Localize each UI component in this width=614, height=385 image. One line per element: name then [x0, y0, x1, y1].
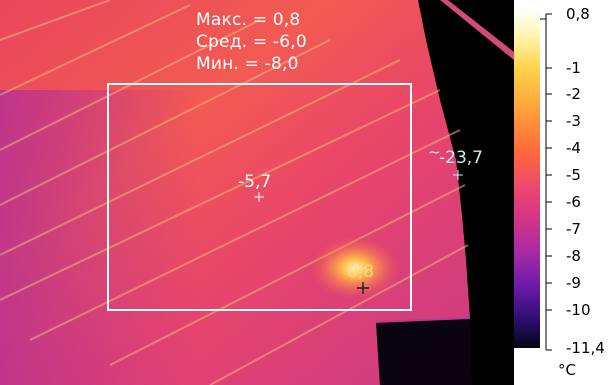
- roi-statistics: Макс. = 0,8 Сред. = -6,0 Мин. = -8,0: [196, 9, 376, 75]
- stat-min: Мин. = -8,0: [196, 54, 299, 74]
- color-scale-bar: [514, 8, 540, 348]
- stat-max: Макс. = 0,8: [196, 10, 301, 30]
- scale-ticks: [540, 13, 552, 351]
- roi-center-crosshair: [254, 192, 264, 202]
- hot-spot-temperature: 0,8: [347, 262, 375, 282]
- stat-average: Сред. = -6,0: [196, 32, 307, 52]
- roi-box: [107, 83, 412, 311]
- hot-spot-glow: [310, 236, 400, 300]
- cold-spot-crosshair: [453, 170, 463, 180]
- roof-beam: [440, 0, 514, 60]
- hot-spot-crosshair: [357, 282, 369, 294]
- roi-center-temperature: -5,7: [238, 172, 272, 192]
- cold-window-area: [376, 318, 472, 385]
- cold-window-frame: [375, 317, 471, 323]
- cold-spot-temperature: -23,7: [439, 148, 483, 168]
- cold-spot-tilde: ~: [428, 143, 441, 161]
